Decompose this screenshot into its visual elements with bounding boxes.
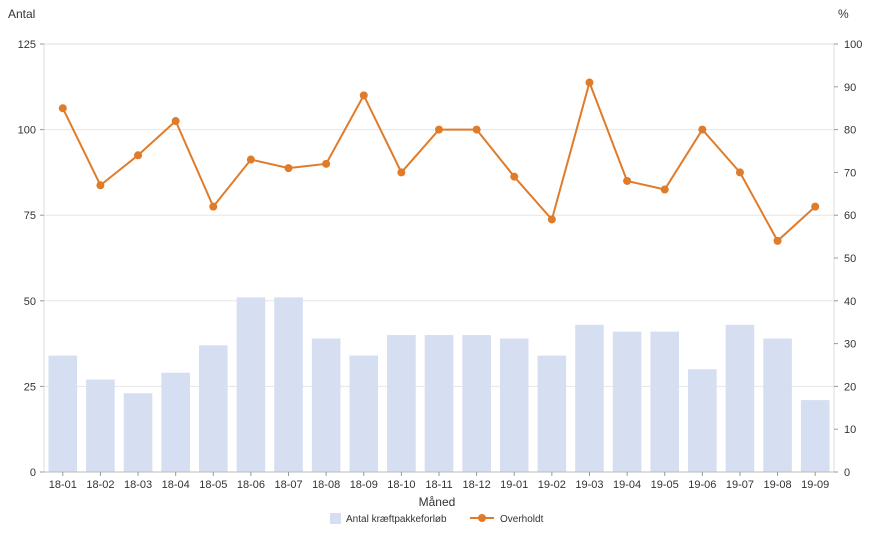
bar [650,331,680,472]
bar [48,355,78,472]
x-tick-label: 18-06 [237,479,265,491]
x-tick-label: 18-02 [86,479,114,491]
x-axis-title: Måned [419,495,456,509]
line-point [209,202,218,211]
x-tick-label: 18-08 [312,479,340,491]
right-tick-label: 40 [844,296,856,308]
bar [462,335,491,472]
x-tick-label: 18-01 [49,479,77,491]
legend-swatch-marker [478,514,486,522]
line-point [171,117,180,126]
line-point [435,125,443,134]
line-point [246,155,255,164]
line-point [58,104,67,113]
bar [311,338,341,472]
x-tick-label: 19-03 [575,479,603,491]
bar [725,324,755,472]
line-point [585,78,594,87]
line-point [698,125,707,134]
bar [763,338,792,472]
right-axis-title: % [838,7,849,21]
left-tick-label: 0 [30,467,36,479]
bar [575,324,604,472]
bar [387,335,416,472]
line-point [660,185,669,194]
right-tick-label: 30 [844,339,856,351]
right-tick-label: 60 [844,210,856,222]
x-tick-label: 19-05 [651,479,679,491]
right-tick-label: 50 [844,253,856,265]
bar [424,335,454,472]
bar [198,345,228,472]
x-tick-label: 18-09 [350,479,378,491]
x-tick-label: 18-05 [199,479,227,491]
bar [123,393,153,472]
x-tick-label: 19-01 [500,479,528,491]
x-tick-label: 18-10 [387,479,415,491]
x-tick-label: 19-02 [538,479,566,491]
legend-swatch-bar [330,513,341,524]
line-point [397,168,406,177]
line-point [773,236,782,245]
left-tick-label: 50 [24,296,36,308]
x-tick-label: 18-12 [463,479,491,491]
line-point [284,164,293,173]
line-point [359,91,368,100]
right-tick-label: 80 [844,125,856,137]
legend-label-line: Overholdt [500,514,544,525]
left-tick-label: 25 [24,381,36,393]
x-tick-label: 19-09 [801,479,829,491]
bar [688,369,717,472]
bar [612,331,642,472]
bar [161,372,190,472]
x-tick-label: 19-04 [613,479,641,491]
line-point [735,168,744,177]
x-tick-label: 18-07 [274,479,302,491]
x-tick-label: 18-04 [162,479,190,491]
bar [800,400,830,472]
right-tick-label: 20 [844,381,856,393]
x-tick-label: 19-07 [726,479,754,491]
line-point [96,181,105,190]
line-point [811,202,820,211]
left-axis-title: Antal [8,7,35,21]
line-point [510,172,519,181]
right-tick-label: 10 [844,424,856,436]
line-point [623,176,632,185]
line-point [547,215,556,224]
legend-label-bar: Antal kræftpakkeforløb [346,514,447,525]
left-tick-label: 125 [18,39,36,51]
bar [499,338,529,472]
right-tick-label: 0 [844,467,850,479]
right-tick-label: 90 [844,82,856,94]
bar [236,297,266,472]
bar [274,297,303,472]
bar [86,379,115,472]
line-point [322,159,331,168]
x-tick-label: 18-11 [425,479,452,491]
x-tick-label: 18-03 [124,479,152,491]
line-point [472,125,481,134]
x-tick-label: 19-06 [688,479,716,491]
series-line [61,79,816,243]
line-point [134,151,143,160]
bar [537,355,567,472]
right-tick-label: 70 [844,167,856,179]
left-tick-label: 100 [18,125,36,137]
left-tick-label: 75 [24,210,36,222]
x-tick-label: 19-08 [764,479,792,491]
bar [349,355,379,472]
right-tick-label: 100 [844,39,862,51]
